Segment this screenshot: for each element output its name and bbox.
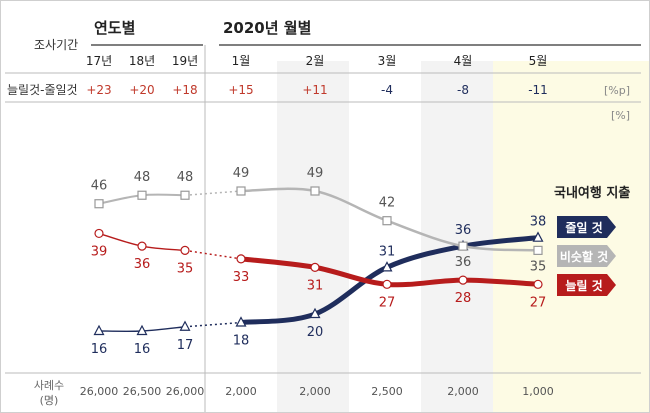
marker-늘릴것 — [533, 279, 543, 289]
marker-비슷할것 — [458, 241, 468, 251]
marker-줄일것 — [309, 307, 321, 319]
net-value: +18 — [172, 83, 197, 97]
monthly-title: 2020년 월별 — [223, 19, 311, 37]
value-label-늘릴것: 31 — [307, 278, 324, 293]
value-label-비슷할것: 49 — [307, 166, 324, 181]
value-label-줄일것: 31 — [379, 244, 396, 259]
marker-줄일것 — [532, 231, 544, 242]
marker-비슷할것 — [533, 245, 543, 255]
legend-label: 줄일 것 — [565, 220, 602, 235]
value-label-비슷할것: 35 — [530, 259, 547, 274]
marker-줄일것 — [179, 320, 191, 331]
net-value: +20 — [129, 83, 154, 97]
series-markers — [93, 186, 544, 336]
net-value: -4 — [381, 83, 393, 97]
marker-줄일것 — [136, 324, 148, 336]
net-value: -8 — [457, 83, 469, 97]
sample-size: 26,000 — [80, 385, 119, 398]
sample-label-line2: (명) — [40, 394, 59, 407]
net-label: 늘릴것-줄일것 — [7, 83, 78, 97]
series-connector — [184, 249, 242, 260]
marker-줄일것 — [93, 324, 105, 336]
value-label-줄일것: 36 — [455, 223, 472, 238]
value-label-늘릴것: 33 — [233, 270, 250, 285]
data-labels: 16 16 17 18 20 31 36 38 46 48 48 49 49 42 36 35 39 36 35 33… — [91, 166, 547, 357]
net-value: +23 — [86, 83, 111, 97]
legend-tag — [557, 245, 616, 267]
category-labels: 17년 18년 19년 1월 2월 3월 4월 5월 — [86, 54, 548, 68]
chart-title: 국내여행 지출 — [554, 185, 630, 201]
legend-label: 비슷할 것 — [560, 249, 608, 264]
marker-늘릴것 — [137, 241, 147, 251]
legend-tag — [557, 274, 616, 296]
series-connector — [184, 190, 242, 196]
value-label-줄일것: 16 — [91, 342, 108, 357]
band-feb — [277, 61, 349, 412]
value-label-비슷할것: 36 — [455, 255, 472, 270]
net-value: +15 — [228, 83, 253, 97]
sample-size: 2,000 — [299, 385, 331, 398]
value-label-늘릴것: 36 — [134, 257, 151, 272]
net-value: +11 — [302, 83, 327, 97]
category-label: 2월 — [306, 54, 325, 68]
value-label-늘릴것: 28 — [455, 291, 472, 306]
category-label: 19년 — [172, 54, 198, 68]
survey-period-label: 조사기간 — [34, 38, 78, 52]
value-label-비슷할것: 42 — [379, 196, 396, 211]
marker-늘릴것 — [382, 279, 392, 289]
sample-sizes-row: 26,000 26,500 26,000 2,000 2,000 2,500 2,000 1,… — [80, 385, 554, 398]
legend-tag — [557, 216, 616, 238]
marker-비슷할것 — [236, 186, 246, 196]
marker-늘릴것 — [94, 228, 104, 239]
sample-size: 2,000 — [225, 385, 257, 398]
value-label-비슷할것: 49 — [233, 166, 250, 181]
category-label: 5월 — [529, 54, 548, 68]
marker-비슷할것 — [94, 199, 104, 209]
category-label: 1월 — [232, 54, 251, 68]
yearly-title: 연도별 — [94, 19, 135, 37]
value-label-비슷할것: 46 — [91, 179, 108, 194]
value-label-비슷할것: 48 — [134, 170, 151, 185]
net-values-row: +23 +20 +18 +15 +11 -4 -8 -11 — [86, 83, 547, 97]
sample-size: 2,000 — [447, 385, 479, 398]
value-label-줄일것: 20 — [307, 325, 324, 340]
series-connector — [184, 321, 242, 328]
marker-비슷할것 — [382, 216, 392, 226]
value-label-줄일것: 16 — [134, 342, 151, 357]
legend-label: 늘릴 것 — [565, 278, 602, 293]
net-unit: [%p] — [604, 84, 630, 97]
value-label-늘릴것: 27 — [530, 295, 547, 310]
value-label-늘릴것: 35 — [177, 261, 194, 276]
value-label-줄일것: 18 — [233, 334, 250, 349]
marker-비슷할것 — [310, 186, 320, 196]
sample-size: 26,500 — [123, 385, 162, 398]
value-label-줄일것: 38 — [530, 215, 547, 230]
marker-늘릴것 — [310, 262, 320, 272]
sample-label-line1: 사례수 — [34, 379, 64, 392]
category-label: 4월 — [454, 54, 473, 68]
marker-비슷할것 — [137, 190, 147, 200]
value-label-늘릴것: 27 — [379, 295, 396, 310]
sample-size: 2,500 — [371, 385, 403, 398]
marker-늘릴것 — [458, 275, 468, 285]
category-label: 3월 — [378, 54, 397, 68]
category-label: 17년 — [86, 54, 112, 68]
marker-늘릴것 — [236, 254, 246, 264]
value-label-늘릴것: 39 — [91, 244, 108, 259]
sample-size: 26,000 — [166, 385, 205, 398]
marker-줄일것 — [381, 261, 393, 272]
net-value: -11 — [528, 83, 548, 97]
sample-size: 1,000 — [522, 385, 554, 398]
marker-줄일것 — [235, 316, 247, 327]
percent-unit: [%] — [611, 109, 630, 122]
marker-비슷할것 — [180, 190, 190, 200]
value-label-줄일것: 17 — [177, 338, 194, 353]
category-label: 18년 — [129, 54, 155, 68]
marker-늘릴것 — [180, 245, 190, 255]
value-label-비슷할것: 48 — [177, 170, 194, 185]
